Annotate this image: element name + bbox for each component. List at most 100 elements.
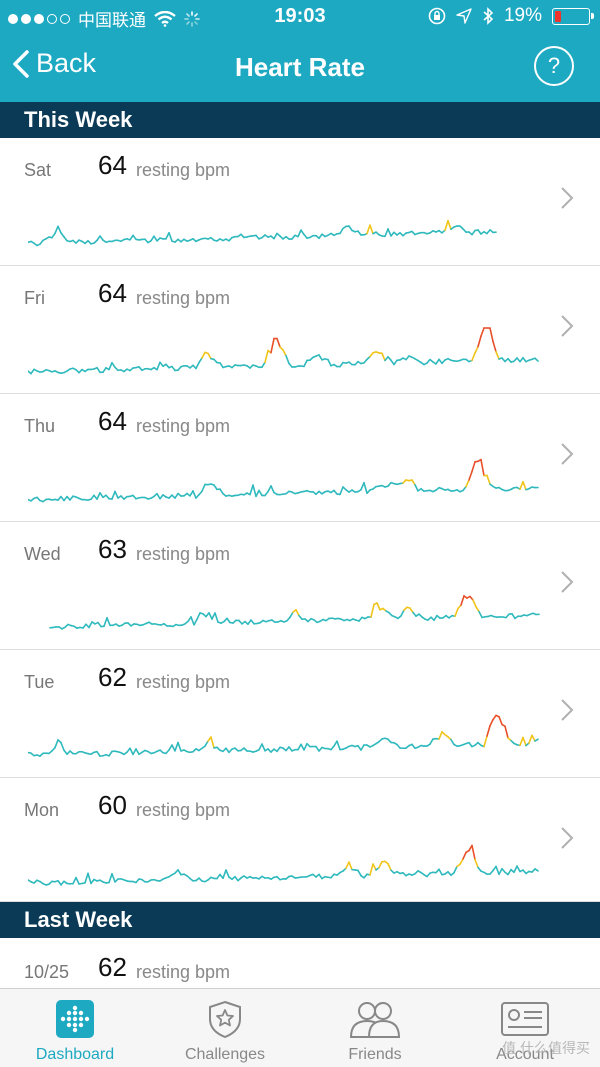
heart-rate-sparkline (28, 844, 539, 886)
sparkline-segment (111, 361, 116, 369)
sparkline-segment (96, 750, 101, 757)
sparkline-segment (462, 485, 467, 492)
sparkline-segment (435, 358, 440, 365)
day-label: 10/25 (24, 962, 70, 982)
sparkline-segment (414, 483, 419, 492)
sparkline-segment (471, 844, 476, 861)
sparkline-segment (460, 595, 465, 606)
sparkline-segment (339, 361, 344, 368)
loading-spinner-icon (184, 10, 200, 27)
sparkline-segment (483, 735, 488, 748)
sparkline-segment (168, 231, 173, 242)
tab-account[interactable]: Account (450, 989, 600, 1067)
tab-friends[interactable]: Friends (300, 989, 450, 1067)
sparkline-segment (474, 858, 479, 869)
tab-dashboard[interactable]: Dashboard (0, 989, 150, 1067)
sparkline-segment (475, 605, 480, 613)
sparkline-segment (387, 228, 392, 237)
sparkline-segment (376, 602, 381, 611)
sparkline-segment (57, 879, 62, 886)
resting-bpm-value: 60 (98, 790, 127, 820)
battery-percentage: 19% (503, 5, 542, 26)
sparkline-segment (108, 361, 113, 371)
tab-label: Dashboard (35, 1046, 115, 1063)
dashboard-icon (56, 1000, 94, 1038)
account-card-icon (501, 1002, 549, 1036)
sparkline-segment (370, 603, 375, 618)
section-header-last-week: Last Week (0, 902, 600, 938)
sparkline-segment (489, 718, 494, 727)
sparkline-segment (372, 863, 377, 871)
day-row-sat[interactable]: Sat 64 resting bpm (0, 138, 600, 266)
sparkline-segment (498, 867, 503, 876)
sparkline-segment (438, 730, 443, 740)
sparkline-segment (214, 612, 219, 623)
sparkline-segment (201, 351, 206, 359)
sparkline-segment (213, 484, 218, 491)
sparkline-segment (297, 743, 302, 751)
sparkline-segment (247, 619, 252, 626)
sparkline-segment (289, 611, 294, 619)
tab-challenges[interactable]: Challenges (150, 989, 300, 1067)
sparkline-segment (135, 748, 140, 756)
sparkline-segment (531, 734, 536, 742)
sparkline-segment (111, 490, 116, 500)
sparkline-segment (400, 609, 405, 617)
sparkline-segment (498, 715, 503, 726)
sparkline-segment (190, 616, 195, 626)
sparkline-segment (438, 358, 443, 365)
sparkline-segment (534, 357, 539, 362)
sparkline-segment (102, 366, 107, 373)
day-row-wed[interactable]: Wed 63 resting bpm (0, 522, 600, 650)
sparkline-segment (480, 327, 485, 337)
help-button[interactable]: ? (534, 46, 574, 86)
sparkline-segment (60, 741, 65, 752)
sparkline-segment (252, 484, 257, 498)
sparkline-segment (54, 739, 59, 749)
bluetooth-icon (483, 7, 494, 25)
sparkline-segment (75, 876, 80, 885)
resting-bpm-unit: resting bpm (136, 672, 231, 692)
sparkline-segment (276, 746, 281, 753)
sparkline-segment (339, 486, 344, 496)
sparkline-segment (318, 354, 323, 361)
sparkline-segment (495, 350, 500, 360)
day-label: Fri (24, 288, 45, 308)
sparkline-segment (366, 224, 371, 235)
heart-rate-sparkline (28, 714, 539, 757)
week-row-10-25[interactable]: 10/25 62 resting bpm (0, 938, 600, 988)
chevron-right-icon (561, 827, 574, 849)
day-label: Wed (24, 544, 61, 564)
sparkline-segment (129, 747, 134, 756)
resting-bpm-unit: resting bpm (136, 416, 231, 436)
sparkline-segment (369, 863, 374, 876)
sparkline-segment (303, 742, 308, 751)
sparkline-segment (480, 458, 485, 477)
sparkline-segment (477, 229, 482, 235)
sparkline-segment (226, 617, 231, 624)
sparkline-segment (201, 483, 206, 493)
sparkline-segment (468, 741, 473, 748)
chevron-right-icon (561, 187, 574, 209)
sparkline-segment (300, 743, 305, 751)
sparkline-segment (486, 474, 491, 485)
sparkline-segment (90, 878, 95, 885)
back-button[interactable]: Back (12, 48, 96, 79)
resting-bpm-unit: resting bpm (136, 288, 231, 308)
sparkline-segment (381, 352, 386, 362)
sparkline-segment (69, 495, 74, 501)
chevron-right-icon (561, 699, 574, 721)
resting-bpm-unit: resting bpm (136, 544, 231, 564)
day-label: Mon (24, 800, 60, 820)
sparkline-segment (495, 865, 500, 876)
sparkline-segment (234, 875, 239, 882)
sparkline-segment (474, 345, 479, 354)
status-left: 中国联通 (8, 6, 200, 31)
day-row-fri[interactable]: Fri 64 resting bpm (0, 266, 600, 394)
sparkline-segment (165, 231, 170, 240)
day-row-tue[interactable]: Tue 62 resting bpm (0, 650, 600, 778)
day-row-mon[interactable]: Mon 60 resting bpm (0, 778, 600, 902)
day-row-thu[interactable]: Thu 64 resting bpm (0, 394, 600, 522)
sparkline-segment (192, 490, 197, 499)
sparkline-segment (87, 872, 92, 885)
